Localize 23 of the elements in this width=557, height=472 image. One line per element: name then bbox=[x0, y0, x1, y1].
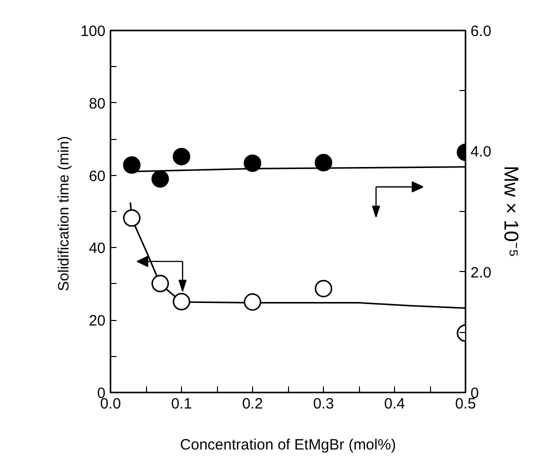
x-tick-label: 0.2 bbox=[242, 396, 263, 412]
point bbox=[244, 154, 262, 172]
x-axis-title: Concentration of EtMgBr (mol%) bbox=[180, 436, 396, 454]
y2-tick-label: 6.0 bbox=[470, 23, 492, 40]
y-tick-label: 80 bbox=[88, 95, 106, 112]
point bbox=[123, 209, 141, 227]
y-tick-label: 20 bbox=[88, 312, 106, 330]
y2-tick-label: 4.0 bbox=[470, 144, 492, 161]
point bbox=[172, 292, 190, 310]
y2-axis-title: Mw × 10⁻⁵ bbox=[499, 166, 522, 258]
point bbox=[151, 274, 169, 292]
point bbox=[151, 170, 169, 188]
point bbox=[244, 293, 262, 311]
y-tick-label: 100 bbox=[80, 23, 106, 40]
x-tick-label: 0.3 bbox=[313, 396, 334, 412]
point bbox=[172, 148, 190, 166]
y-axis-title: Solidification time (min) bbox=[55, 136, 72, 292]
x-tick-label: 0.1 bbox=[171, 396, 192, 412]
x-tick-label: 0.4 bbox=[384, 396, 405, 412]
y-tick-label: 40 bbox=[88, 240, 106, 258]
point bbox=[123, 156, 141, 174]
y-tick-label: 60 bbox=[88, 168, 106, 185]
y2-tick-label: 2.0 bbox=[470, 264, 492, 282]
